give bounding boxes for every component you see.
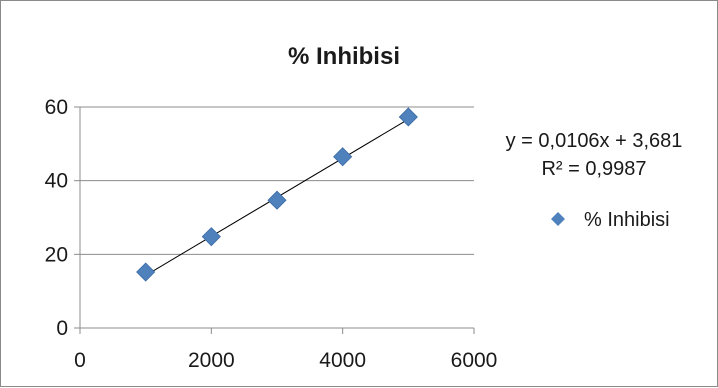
x-tick-label: 2000 (188, 349, 235, 372)
y-tick-label: 20 (45, 243, 68, 266)
legend-marker-diamond (551, 212, 565, 226)
y-tick-label: 0 (56, 317, 68, 340)
tick-labels: 0 20 40 60 0 2000 4000 6000 (45, 96, 498, 372)
legend-label: % Inhibisi (584, 209, 670, 231)
x-tick-label: 4000 (319, 349, 366, 372)
data-point-1 (136, 262, 156, 282)
trendline-equation: y = 0,0106x + 3,681 (506, 130, 683, 152)
legend: % Inhibisi (551, 209, 670, 231)
data-point-5 (398, 107, 418, 127)
axes (74, 106, 475, 334)
data-point-4 (333, 147, 353, 167)
y-tick-label: 40 (45, 170, 68, 193)
y-tick-label: 60 (45, 96, 68, 119)
gridlines (80, 106, 474, 255)
data-point-2 (201, 227, 221, 247)
data-point-3 (267, 190, 287, 210)
x-tick-label: 6000 (451, 349, 498, 372)
x-tick-label: 0 (74, 349, 86, 372)
trendline-r-squared: R² = 0,9987 (541, 158, 646, 180)
data-points (136, 107, 418, 282)
chart-title: % Inhibisi (288, 43, 400, 70)
